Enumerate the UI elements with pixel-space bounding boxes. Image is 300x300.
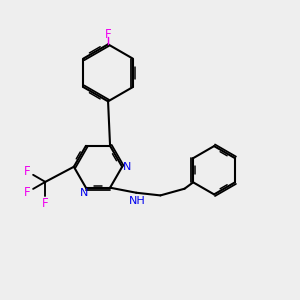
Text: F: F [42,197,49,210]
Text: N: N [123,162,131,172]
Text: F: F [23,165,30,178]
Text: F: F [105,28,111,41]
Text: NH: NH [129,196,146,206]
Text: F: F [23,186,30,199]
Text: N: N [80,188,88,198]
